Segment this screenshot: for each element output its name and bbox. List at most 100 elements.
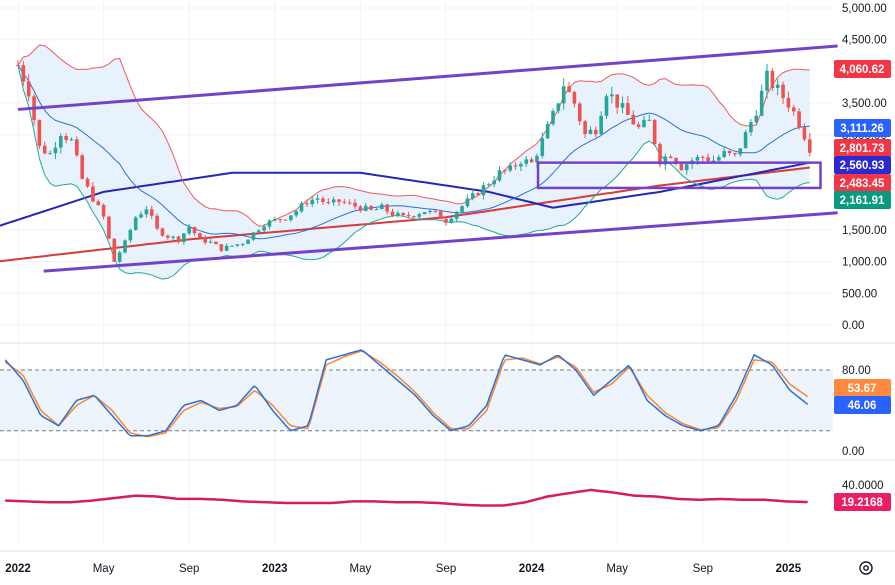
candle[interactable] — [636, 121, 641, 129]
candle[interactable] — [476, 192, 480, 196]
candle[interactable] — [256, 229, 261, 234]
upper-channel-trendline[interactable] — [17, 44, 838, 111]
candle[interactable] — [182, 233, 186, 245]
candle[interactable] — [48, 150, 52, 155]
candle[interactable] — [594, 126, 598, 138]
candle[interactable] — [401, 212, 405, 217]
candle[interactable] — [214, 241, 218, 245]
candle[interactable] — [701, 155, 705, 162]
candle[interactable] — [417, 212, 422, 219]
candle[interactable] — [123, 239, 127, 254]
candle[interactable] — [567, 81, 571, 93]
candle[interactable] — [374, 207, 379, 211]
candle[interactable] — [310, 195, 315, 208]
candle[interactable] — [117, 250, 122, 264]
candle[interactable] — [492, 175, 496, 188]
candle[interactable] — [85, 176, 90, 189]
candle[interactable] — [465, 194, 470, 208]
candle[interactable] — [299, 200, 304, 213]
candle[interactable] — [160, 227, 165, 237]
candle[interactable] — [16, 59, 20, 67]
candle[interactable] — [781, 81, 785, 105]
candle[interactable] — [278, 218, 282, 223]
candle[interactable] — [610, 86, 614, 104]
candle[interactable] — [149, 205, 154, 220]
candle[interactable] — [503, 169, 507, 175]
candle[interactable] — [42, 141, 47, 155]
candle[interactable] — [251, 232, 256, 241]
candle[interactable] — [449, 216, 454, 224]
candle[interactable] — [743, 130, 748, 149]
candle[interactable] — [128, 228, 133, 243]
candle[interactable] — [684, 162, 689, 175]
candle[interactable] — [305, 199, 309, 207]
candle[interactable] — [171, 235, 175, 241]
candle[interactable] — [487, 182, 491, 187]
candle[interactable] — [91, 181, 95, 203]
candle[interactable] — [808, 133, 812, 157]
candle[interactable] — [519, 161, 523, 172]
candle[interactable] — [717, 154, 721, 162]
candle[interactable] — [460, 205, 464, 215]
candle[interactable] — [513, 162, 518, 170]
candle[interactable] — [711, 155, 716, 162]
candle[interactable] — [583, 119, 587, 138]
candle[interactable] — [53, 141, 58, 160]
candle[interactable] — [363, 203, 368, 212]
candle[interactable] — [176, 235, 181, 244]
candle[interactable] — [786, 91, 791, 112]
candle[interactable] — [626, 95, 630, 116]
candle[interactable] — [615, 94, 619, 114]
candle[interactable] — [342, 199, 347, 205]
candle[interactable] — [96, 199, 101, 206]
candle[interactable] — [273, 216, 277, 222]
candle[interactable] — [187, 223, 191, 236]
candle[interactable] — [224, 243, 229, 252]
candle[interactable] — [26, 74, 31, 102]
candle[interactable] — [80, 153, 84, 180]
candle[interactable] — [396, 210, 400, 218]
candle[interactable] — [433, 210, 438, 213]
candle[interactable] — [668, 154, 673, 159]
candle[interactable] — [556, 102, 561, 114]
candle[interactable] — [674, 157, 678, 166]
candle[interactable] — [262, 223, 266, 233]
candle[interactable] — [21, 61, 26, 86]
candle[interactable] — [337, 199, 341, 207]
candle[interactable] — [797, 108, 801, 130]
candle[interactable] — [347, 199, 352, 205]
candle[interactable] — [524, 156, 529, 167]
candle[interactable] — [765, 63, 769, 99]
candle[interactable] — [246, 239, 250, 244]
candle[interactable] — [390, 208, 395, 217]
candle[interactable] — [529, 157, 534, 163]
candle[interactable] — [235, 244, 240, 247]
candle[interactable] — [289, 215, 293, 223]
candle[interactable] — [101, 203, 106, 220]
candle[interactable] — [385, 203, 389, 215]
candle[interactable] — [267, 219, 272, 230]
candle[interactable] — [112, 238, 117, 262]
candle[interactable] — [540, 132, 545, 159]
candle[interactable] — [727, 150, 732, 156]
candle[interactable] — [481, 182, 486, 200]
candle[interactable] — [775, 78, 780, 96]
candle[interactable] — [620, 96, 625, 114]
candle[interactable] — [219, 244, 224, 253]
candle[interactable] — [240, 243, 245, 247]
candle[interactable] — [37, 119, 42, 149]
candle[interactable] — [722, 146, 726, 159]
candle[interactable] — [412, 215, 416, 219]
candle[interactable] — [802, 123, 807, 142]
candle[interactable] — [203, 235, 208, 245]
candle[interactable] — [770, 68, 775, 92]
candle[interactable] — [369, 205, 373, 211]
candle[interactable] — [577, 101, 582, 126]
candle[interactable] — [315, 194, 320, 204]
candle[interactable] — [454, 211, 459, 222]
candle[interactable] — [588, 126, 593, 135]
candle[interactable] — [69, 137, 74, 142]
candle[interactable] — [380, 202, 384, 210]
